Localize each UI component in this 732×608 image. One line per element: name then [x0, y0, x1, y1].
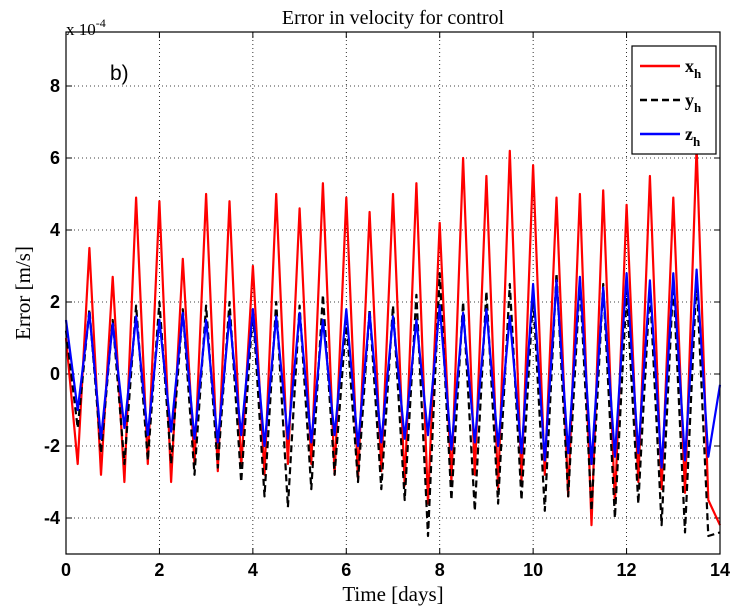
- legend-label-y-h: yh: [685, 90, 702, 115]
- x-tick-label: 4: [248, 560, 258, 580]
- axis-ticks: 0 2 4 6 8 10 12 14 -4 -2 0 2 4 6 8: [44, 32, 730, 580]
- legend-label-z-h: zh: [685, 124, 701, 149]
- y-tick-label: 6: [50, 148, 60, 168]
- series-line-y-h: [64, 272, 721, 538]
- x-axis-label: Time [days]: [342, 582, 443, 606]
- y-tick-label: -4: [44, 508, 60, 528]
- x-tick-label: 12: [617, 560, 637, 580]
- x-tick-label: 2: [154, 560, 164, 580]
- y-multiplier-label: x 10-4: [66, 16, 106, 39]
- series-line-z-h: [64, 268, 722, 469]
- legend: xh yh zh: [631, 45, 717, 155]
- legend-label-x-h: xh: [685, 56, 702, 81]
- y-tick-label: 8: [50, 76, 60, 96]
- x-tick-label: 14: [710, 560, 730, 580]
- y-axis-label: Error [m/s]: [11, 246, 35, 340]
- y-multiplier-exponent: -4: [96, 16, 106, 30]
- chart-title: Error in velocity for control: [282, 7, 505, 29]
- y-tick-label: 0: [50, 364, 60, 384]
- y-tick-label: 2: [50, 292, 60, 312]
- y-tick-label: -2: [44, 436, 60, 456]
- x-tick-label: 10: [523, 560, 543, 580]
- x-tick-label: 0: [61, 560, 71, 580]
- x-tick-label: 8: [435, 560, 445, 580]
- x-tick-label: 6: [341, 560, 351, 580]
- panel-label: b): [110, 62, 129, 85]
- plot-frame: [65, 31, 721, 555]
- series-layer: [64, 146, 722, 538]
- y-tick-label: 4: [50, 220, 60, 240]
- plot-area: [66, 32, 720, 554]
